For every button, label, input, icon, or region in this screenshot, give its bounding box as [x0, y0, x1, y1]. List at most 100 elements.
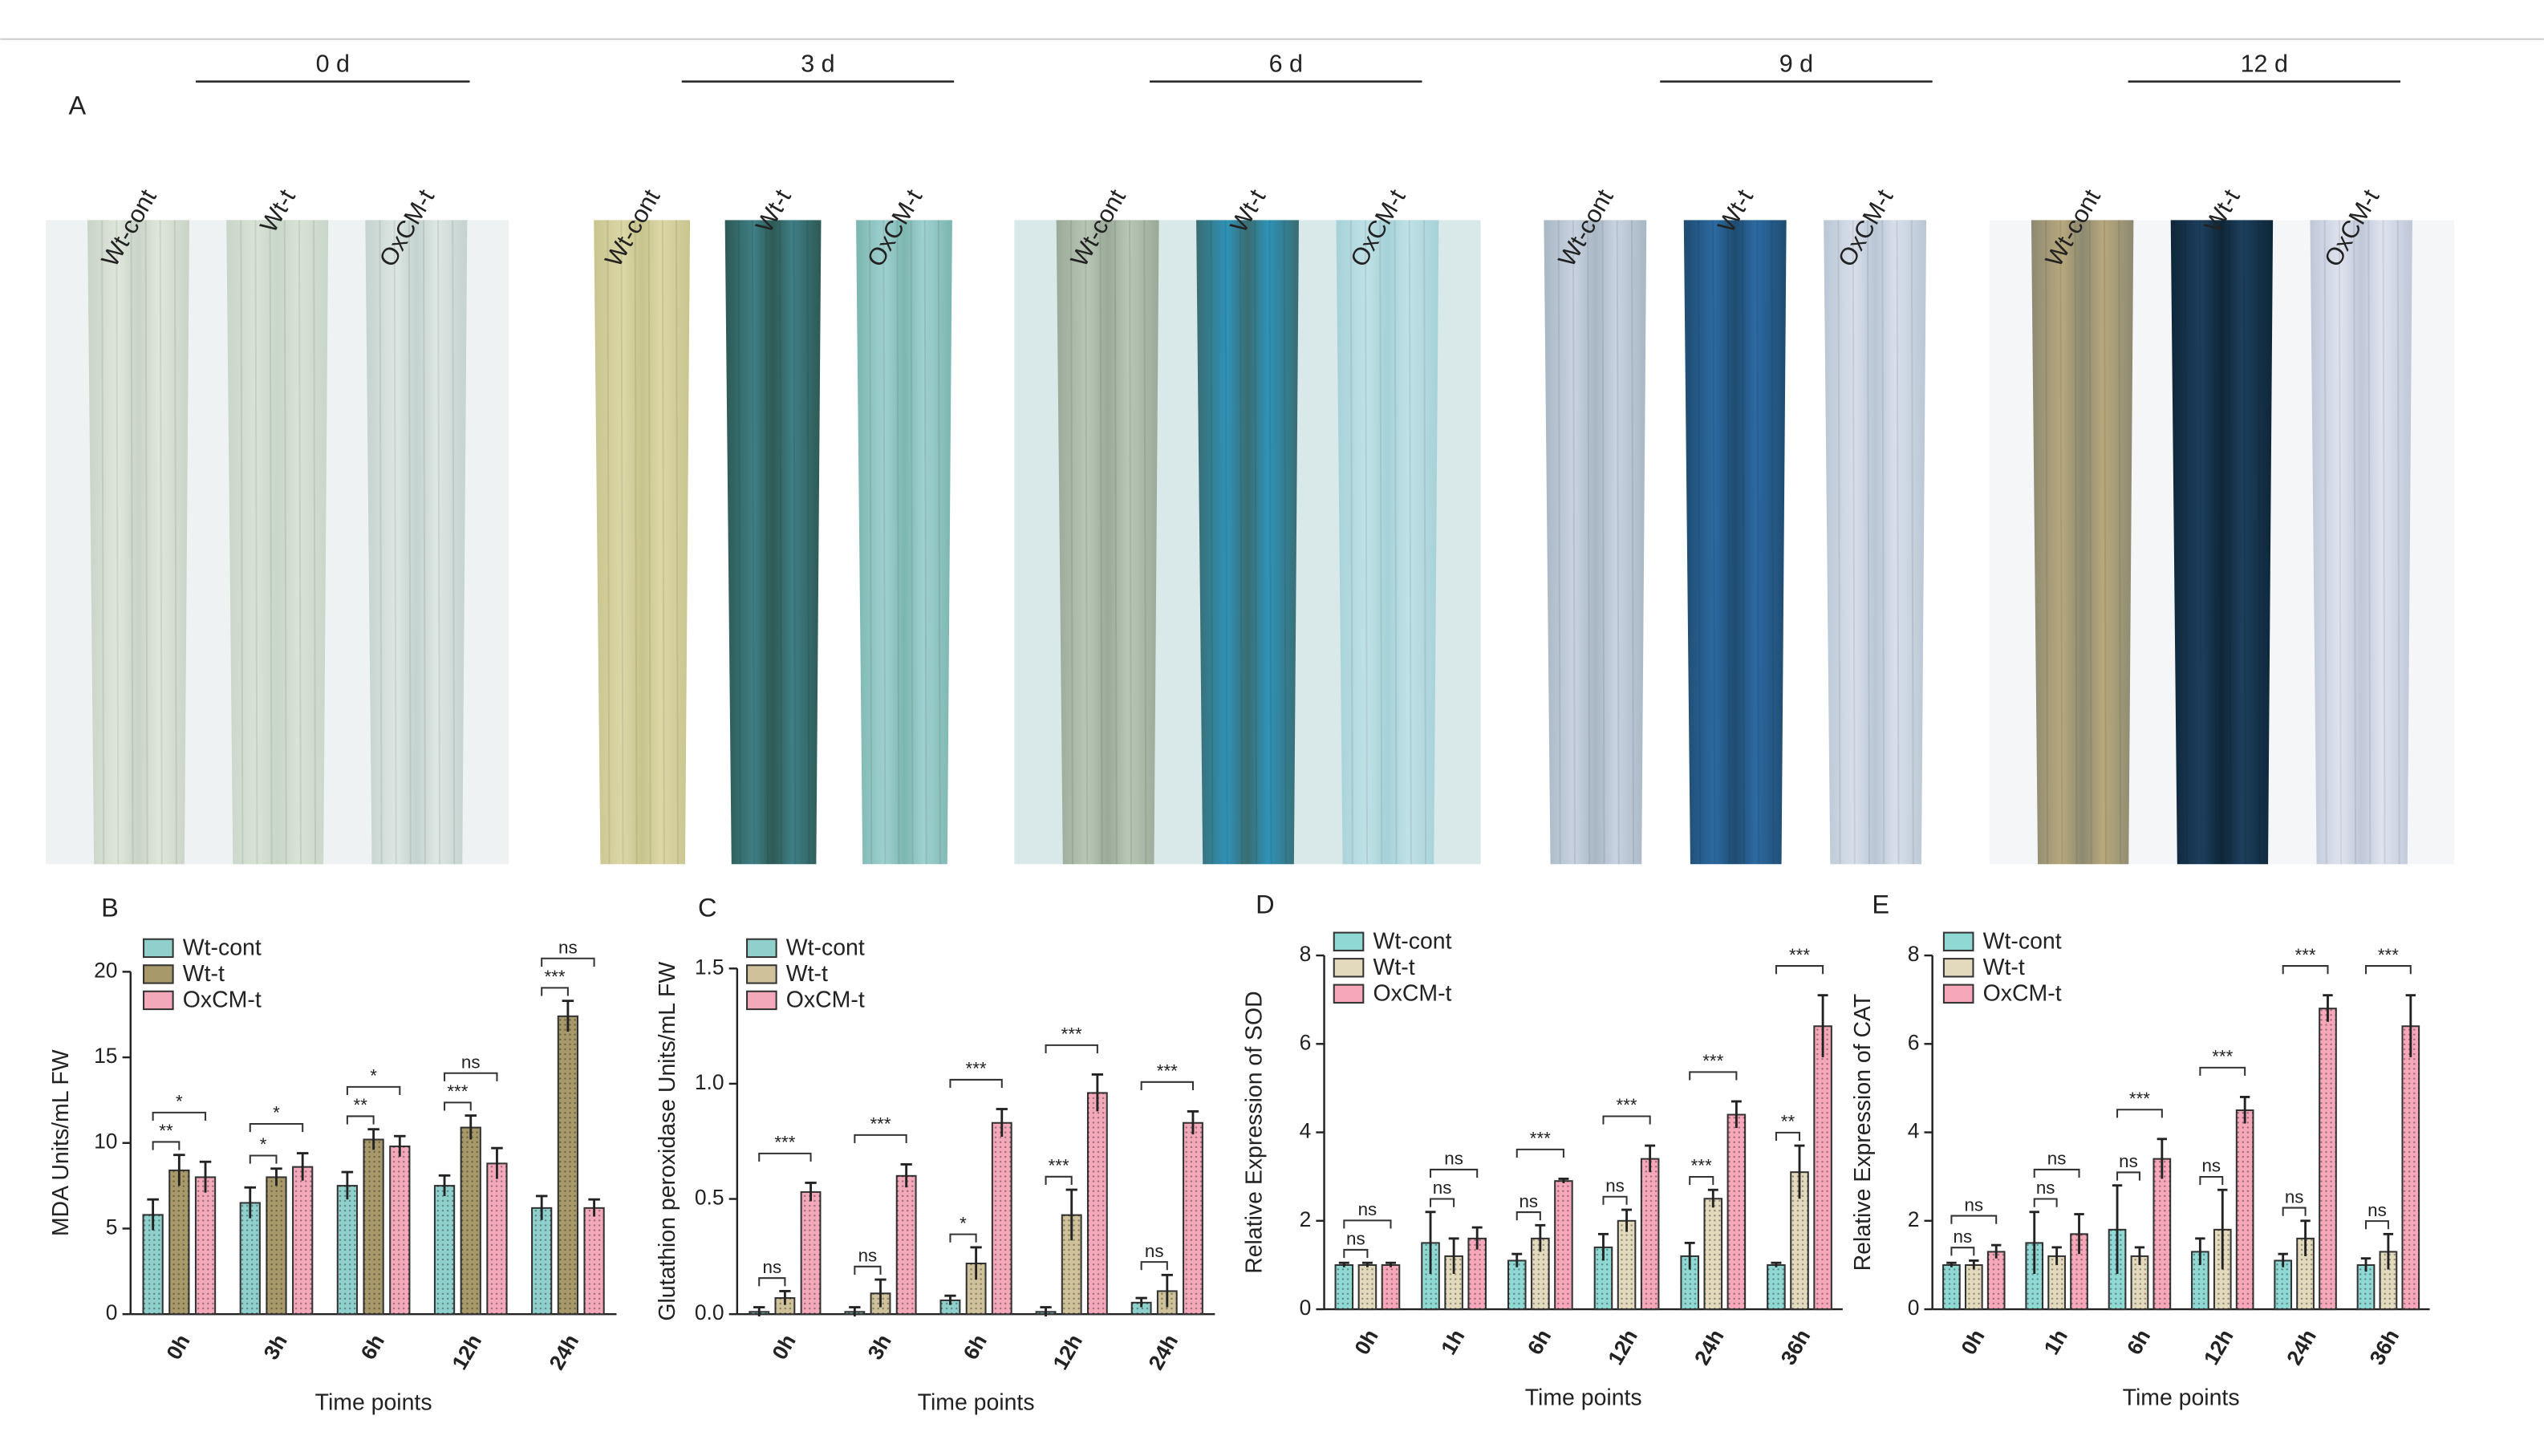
significance-bracket	[1775, 1131, 1801, 1141]
bar-texture	[1594, 1247, 1613, 1310]
panel-letter: D	[1256, 890, 1274, 919]
legend-swatch	[143, 938, 174, 959]
leaf-vein	[2213, 220, 2217, 865]
bar-texture	[1422, 1243, 1439, 1310]
bar-texture	[1382, 1264, 1400, 1310]
error-bar	[199, 1160, 212, 1193]
error-bar	[1794, 1144, 1805, 1199]
error-bar	[2157, 1138, 2168, 1179]
significance-bracket	[2116, 1109, 2163, 1118]
significance-label: ***	[1530, 1129, 1551, 1149]
significance-label: ***	[1702, 1051, 1723, 1071]
significance-label: ns	[461, 1052, 481, 1072]
error-bar	[2217, 1188, 2228, 1270]
legend-swatch	[1333, 958, 1365, 978]
significance-bracket	[1140, 1261, 1168, 1271]
error-bar	[1135, 1296, 1147, 1308]
significance-bracket	[2364, 1220, 2389, 1230]
y-tick-label: 1.5	[695, 955, 724, 979]
significance-bracket	[541, 987, 569, 996]
leaf-vein	[1210, 220, 1214, 865]
significance-label: ns	[1954, 1227, 1973, 1247]
legend-label: Wt-cont	[1373, 928, 1452, 954]
leaf-photo	[1196, 220, 1299, 865]
leaf-vein	[882, 220, 887, 865]
error-bar	[2300, 1219, 2311, 1256]
leaf-vein	[751, 220, 755, 865]
significance-bracket	[2364, 965, 2412, 975]
error-bar	[1448, 1237, 1459, 1274]
legend-label: OxCM-t	[1373, 980, 1452, 1006]
error-bar	[588, 1198, 600, 1217]
error-bar	[465, 1114, 477, 1140]
error-bar	[1535, 1223, 1546, 1252]
bar-texture	[940, 1300, 960, 1315]
significance-label: ***	[1049, 1156, 1069, 1176]
bar-texture	[195, 1177, 216, 1315]
bar-texture	[293, 1166, 313, 1315]
significance-bracket	[249, 1122, 304, 1133]
x-axis-label: Time points	[2123, 1385, 2240, 1410]
leaf-vein	[2088, 220, 2092, 865]
error-bar	[1621, 1208, 1633, 1232]
leaf-vein	[144, 220, 148, 865]
leaf-vein	[1254, 220, 1258, 865]
bar-texture	[1507, 1260, 1526, 1310]
error-bar	[849, 1306, 861, 1317]
error-bar	[2278, 1252, 2288, 1267]
significance-bracket	[949, 1078, 1003, 1089]
leaf-vein	[1224, 220, 1228, 865]
bar-texture	[2131, 1255, 2148, 1310]
leaf-vein	[1837, 220, 1841, 865]
leaf-vein	[1557, 220, 1561, 865]
significance-bracket	[346, 1085, 401, 1096]
legend-swatch	[1942, 931, 1974, 951]
error-bar	[296, 1152, 309, 1181]
group-title: 9 d	[1779, 50, 1813, 77]
y-tick-label: 2	[1300, 1207, 1312, 1231]
y-tick-label: 4	[1300, 1119, 1312, 1143]
error-bar	[805, 1182, 817, 1202]
leaf-vein	[1698, 220, 1702, 865]
leaf-vein	[379, 220, 383, 865]
bar-texture	[1965, 1264, 1982, 1310]
x-axis-label: Time points	[315, 1389, 432, 1415]
y-tick-label: 0.5	[695, 1186, 724, 1210]
error-bar	[438, 1174, 451, 1196]
error-bar	[1558, 1178, 1569, 1183]
significance-bracket	[2199, 1066, 2246, 1077]
bar-texture	[1791, 1172, 1808, 1310]
legend-swatch	[143, 990, 174, 1011]
significance-label: *	[273, 1103, 280, 1123]
leaf-vein	[2103, 220, 2107, 865]
significance-label: ns	[2119, 1151, 2138, 1171]
significance-bracket	[249, 1154, 278, 1164]
leaf-vein	[896, 220, 900, 865]
significance-bracket	[1430, 1168, 1479, 1178]
significance-label: ***	[1789, 945, 1810, 965]
significance-label: ns	[558, 938, 578, 958]
bar-texture	[2297, 1238, 2314, 1310]
error-bar	[341, 1170, 354, 1200]
leaf-vein	[1423, 220, 1427, 865]
y-tick-label: 0	[106, 1300, 118, 1324]
leaf-photo	[1056, 220, 1159, 865]
leaf-vein	[2353, 220, 2357, 865]
bar-texture	[1704, 1198, 1722, 1310]
significance-bracket	[758, 1152, 812, 1162]
y-tick-label: 15	[94, 1044, 117, 1068]
bar-texture	[1641, 1158, 1659, 1310]
bar-texture	[337, 1186, 358, 1315]
error-bar	[1338, 1261, 1349, 1267]
significance-bracket	[2033, 1198, 2058, 1207]
y-tick-label: 20	[94, 958, 117, 982]
bar-texture	[266, 1177, 286, 1315]
error-bar	[1187, 1109, 1199, 1135]
significance-bracket	[2199, 1175, 2224, 1186]
bar-texture	[461, 1127, 481, 1315]
legend-swatch	[143, 964, 174, 984]
legend-swatch	[1942, 984, 1974, 1004]
bar-texture	[584, 1207, 604, 1315]
y-tick-label: 8	[1908, 942, 1920, 966]
significance-label: ns	[2285, 1186, 2304, 1207]
